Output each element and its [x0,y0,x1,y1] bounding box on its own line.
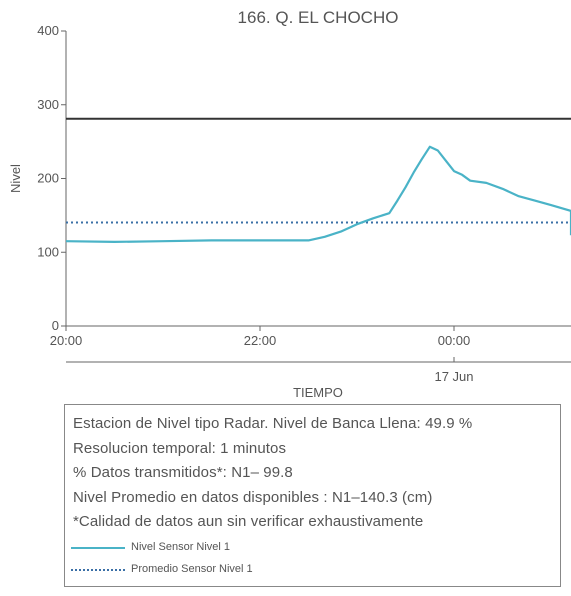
y-tick-label: 100 [37,244,59,259]
info-line-quality-note: *Calidad de datos aun sin verificar exha… [73,513,424,530]
chart-title: 166. Q. EL CHOCHO [238,8,399,27]
info-legend-box: Estacion de Nivel tipo Radar. Nivel de B… [64,404,561,587]
y-tick-label: 300 [37,97,59,112]
info-line-resolution: Resolucion temporal: 1 minutos [73,440,287,457]
legend-label-sensor: Nivel Sensor Nivel 1 [131,541,231,553]
legend-swatch-dotted [71,569,125,571]
date-tick-label: 17 Jun [434,369,473,384]
legend-swatch-solid [71,547,125,549]
x-tick-label: 20:00 [50,333,83,348]
y-tick-label: 0 [52,318,59,333]
x-tick-label: 22:00 [244,333,277,348]
level-chart: 166. Q. EL CHOCHO 0 100 200 300 400 20:00 22:00… [8,8,571,400]
info-line-transmitted: % Datos transmitidos*: N1– 99.8 [73,464,293,481]
x-axis-label: TIEMPO [293,385,343,400]
y-tick-label: 200 [37,171,59,186]
info-line-average: Nivel Promedio en datos disponibles : N1… [73,489,433,506]
info-line-station: Estacion de Nivel tipo Radar. Nivel de B… [73,415,473,432]
legend-label-average: Promedio Sensor Nivel 1 [131,563,253,575]
y-tick-label: 400 [37,23,59,38]
series-line-nivel-sensor [65,145,571,243]
plot-area: 166. Q. EL CHOCHO 0 100 200 300 400 20:00 22:00… [8,8,571,400]
y-axis-label: Nivel [8,164,23,193]
x-tick-label: 00:00 [438,333,471,348]
